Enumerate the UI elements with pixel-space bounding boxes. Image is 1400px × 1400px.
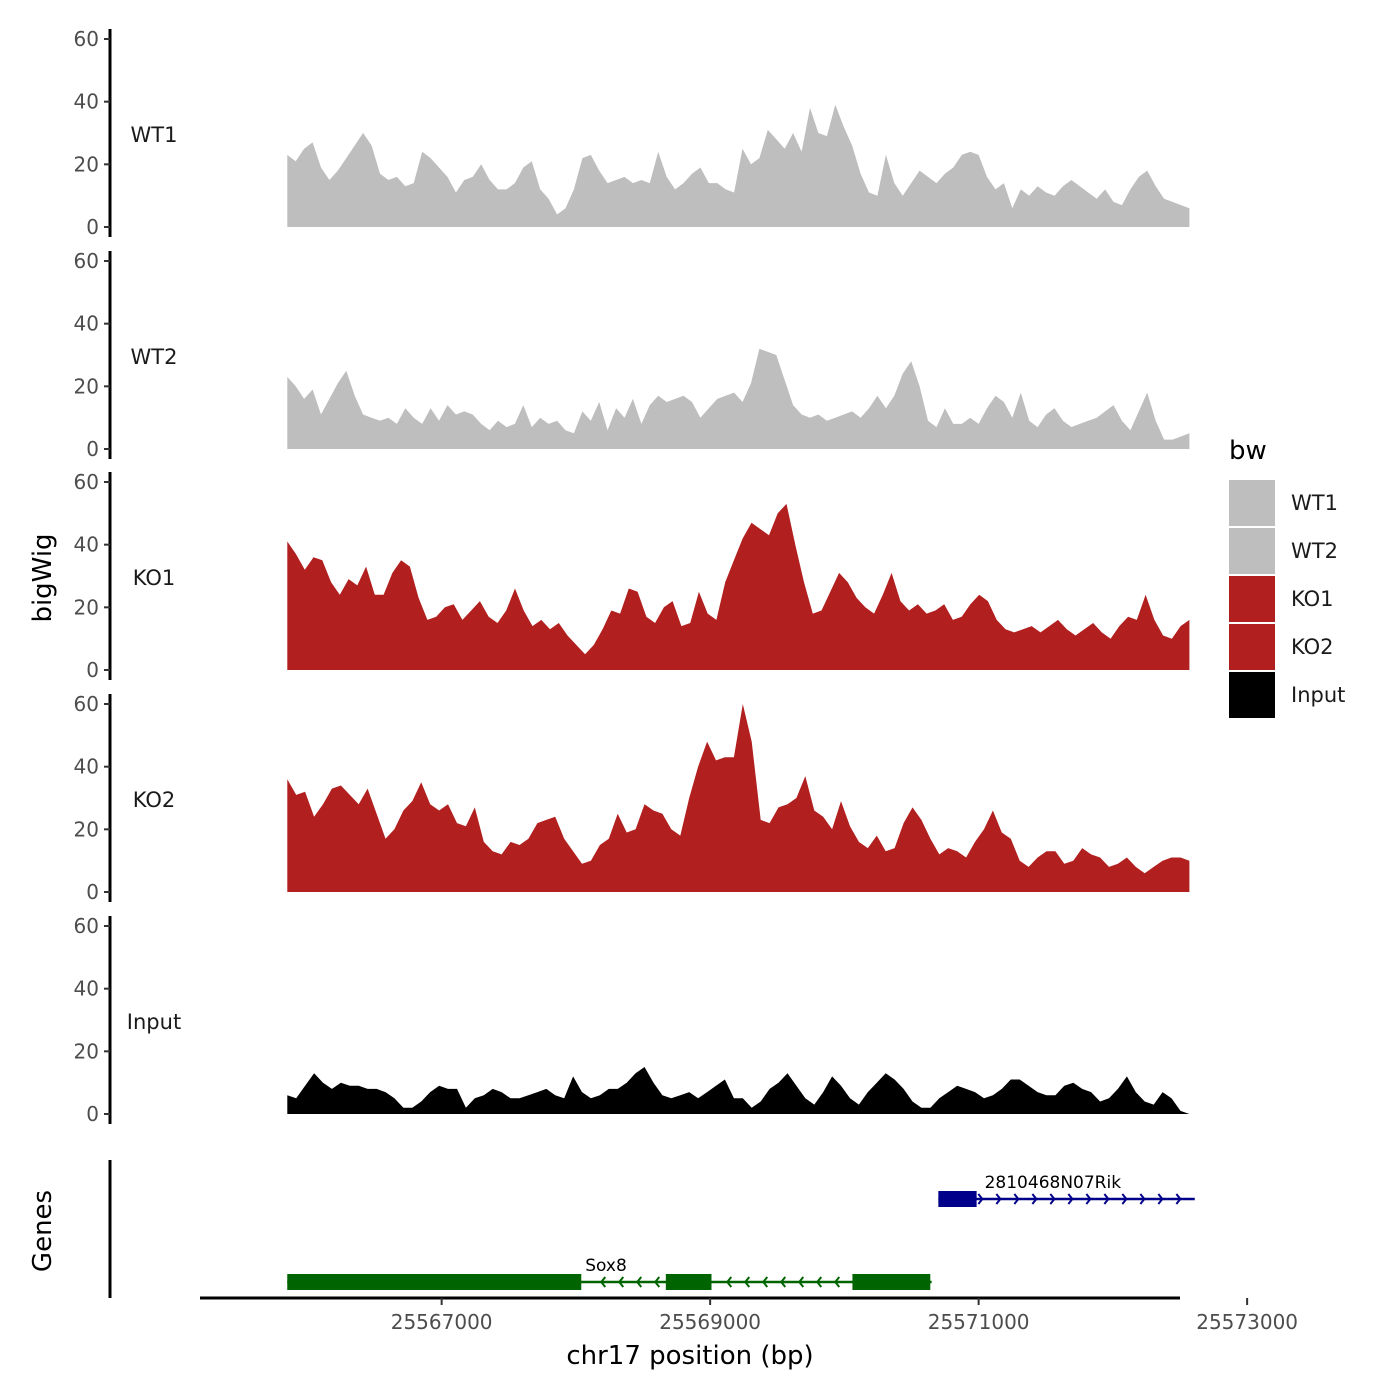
y-tick-label: 20 (74, 817, 99, 841)
x-axis: 25567000 25569000 25571000 25573000 (200, 1296, 1298, 1334)
y-tick-label: 0 (86, 658, 99, 682)
gene-exon (287, 1274, 582, 1290)
y-tick-label: 40 (74, 755, 99, 779)
strand-arrow (1157, 1193, 1164, 1205)
y-tick-label: 40 (74, 312, 99, 336)
strand-arrow (977, 1193, 984, 1205)
legend-swatch (1229, 528, 1275, 574)
track-label: KO1 (133, 566, 176, 590)
genes-axis-title: Genes (28, 1190, 58, 1272)
strand-arrow (797, 1276, 805, 1288)
coverage-tracks: 0 20 40 60 WT1 0 20 40 60 WT2 0 20 40 60 KO1 0 20 40 60 KO2… (74, 27, 1190, 1126)
legend-swatch (1229, 480, 1275, 526)
legend-label: WT2 (1291, 539, 1338, 563)
legend-label: Input (1291, 683, 1345, 707)
coverage-area-wt1 (287, 104, 1190, 227)
strand-arrow (1103, 1193, 1110, 1205)
track-label: WT2 (131, 345, 178, 369)
strand-arrow (1139, 1193, 1146, 1205)
track-wt2: 0 20 40 60 WT2 (74, 249, 1190, 461)
strand-arrow (725, 1276, 733, 1288)
y-tick-label: 40 (74, 977, 99, 1001)
strand-arrow (1085, 1193, 1092, 1205)
strand-arrow (761, 1276, 769, 1288)
track-input: 0 20 40 60 Input (74, 914, 1190, 1126)
legend-swatch (1229, 624, 1275, 670)
y-tick-label: 0 (86, 1102, 99, 1126)
legend-item-ko1: KO1 (1229, 576, 1334, 622)
strand-arrow (1013, 1193, 1020, 1205)
coverage-area-input (287, 1067, 1190, 1114)
track-ko2: 0 20 40 60 KO2 (74, 692, 1190, 904)
strand-arrow (1049, 1193, 1056, 1205)
strand-arrow (635, 1276, 643, 1288)
strand-arrow (995, 1193, 1002, 1205)
legend: bw WT1 WT2 KO1 KO2 Input (1229, 436, 1345, 718)
x-tick-label: 25573000 (1196, 1310, 1298, 1334)
legend-title: bw (1229, 436, 1267, 466)
y-tick-label: 20 (74, 1039, 99, 1063)
strand-arrow (1121, 1193, 1128, 1205)
y-tick-label: 0 (86, 437, 99, 461)
legend-swatch (1229, 672, 1275, 718)
strand-arrow (779, 1276, 787, 1288)
strand-arrow (815, 1276, 823, 1288)
gene-label: 2810468N07Rik (985, 1173, 1122, 1193)
gene-2810468n07rik: 2810468N07Rik (938, 1173, 1195, 1207)
y-tick-label: 60 (74, 692, 99, 716)
x-axis-title: chr17 position (bp) (566, 1341, 813, 1371)
x-tick-label: 25569000 (659, 1310, 761, 1334)
strand-arrow (1031, 1193, 1038, 1205)
coverage-area-wt2 (287, 348, 1190, 449)
y-tick-label: 20 (74, 595, 99, 619)
track-label: KO2 (133, 788, 176, 812)
track-ko1: 0 20 40 60 KO1 (74, 470, 1190, 682)
x-tick-label: 25571000 (928, 1310, 1030, 1334)
legend-item-input: Input (1229, 672, 1345, 718)
track-wt1: 0 20 40 60 WT1 (74, 27, 1190, 239)
y-tick-label: 60 (74, 914, 99, 938)
coverage-area-ko1 (287, 503, 1190, 670)
legend-swatch (1229, 576, 1275, 622)
track-label: Input (127, 1010, 181, 1034)
gene-exon (665, 1274, 712, 1290)
y-tick-label: 20 (74, 374, 99, 398)
y-tick-label: 60 (74, 27, 99, 51)
y-tick-label: 0 (86, 215, 99, 239)
gene-label: Sox8 (585, 1256, 627, 1276)
x-tick-label: 25567000 (391, 1310, 493, 1334)
track-label: WT1 (131, 123, 178, 147)
coverage-area-ko2 (287, 704, 1190, 892)
strand-arrow (617, 1276, 625, 1288)
legend-item-wt1: WT1 (1229, 480, 1338, 526)
strand-arrow (1175, 1193, 1182, 1205)
strand-arrow (833, 1276, 841, 1288)
legend-label: KO2 (1291, 635, 1334, 659)
gene-sox8: Sox8 (287, 1256, 932, 1290)
strand-arrow (599, 1276, 607, 1288)
y-tick-label: 40 (74, 533, 99, 557)
y-tick-label: 20 (74, 152, 99, 176)
strand-arrow (743, 1276, 751, 1288)
y-tick-label: 60 (74, 470, 99, 494)
legend-label: KO1 (1291, 587, 1334, 611)
y-tick-label: 40 (74, 90, 99, 114)
gene-exon (852, 1274, 931, 1290)
y-tick-label: 0 (86, 880, 99, 904)
y-axis-title: bigWig (28, 533, 58, 622)
gene-exon (938, 1191, 977, 1207)
y-tick-label: 60 (74, 249, 99, 273)
legend-item-wt2: WT2 (1229, 528, 1338, 574)
strand-arrow (1067, 1193, 1074, 1205)
gene-track: 2810468N07Rik Sox8 (108, 1160, 1195, 1298)
strand-arrow (653, 1276, 661, 1288)
legend-label: WT1 (1291, 491, 1338, 515)
legend-item-ko2: KO2 (1229, 624, 1334, 670)
